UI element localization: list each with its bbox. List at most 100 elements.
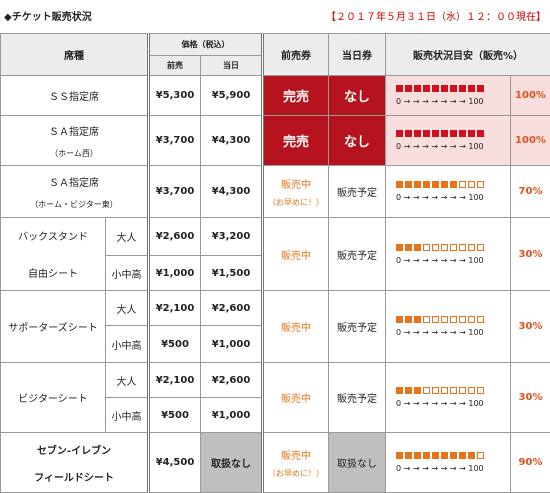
ticket-status-text: 販売中 [264,390,328,405]
progress-square [414,130,421,137]
status-cell: 0 → → → → → → → 100 [386,76,511,116]
ticket-status: 販売中（お早めに！） [263,166,329,218]
progress-square [450,244,457,251]
ticket-status: 販売中 [263,291,329,363]
seat-name: ＳＳ指定席 [1,76,149,116]
age-group: 大人 [106,291,149,326]
seat-name: ＳＡ指定席（ホーム・ビジター東） [1,166,149,218]
progress-square [432,130,439,137]
advance-price: ¥4,500 [149,433,201,493]
sold-percent: 100% [511,76,550,116]
advance-price: ¥3,700 [149,166,201,218]
progress-bar [386,316,510,323]
seat-name-text: ビジターシート [1,390,105,405]
ticket-status-text: 取扱なし [329,455,385,470]
progress-square [468,387,475,394]
progress-scale: 0 → → → → → → → 100 [386,399,510,408]
seat-note: （ホーム・ビジター東） [1,199,147,210]
seat-name: サポーターズシート [1,291,106,363]
progress-square [405,387,412,394]
same-day-price: ¥3,200 [201,218,263,256]
sold-percent: 30% [511,363,550,433]
progress-square [468,244,475,251]
advance-price: ¥500 [149,326,201,363]
progress-square [396,316,403,323]
progress-square [432,316,439,323]
same-day-price: ¥4,300 [201,116,263,166]
sold-percent: 90% [511,433,550,493]
progress-bar [386,244,510,251]
progress-square [450,130,457,137]
progress-square [477,316,484,323]
progress-square [459,130,466,137]
ticket-status-text: なし [329,131,385,150]
ticket-status-text: 完売 [264,131,328,150]
ticket-status-text: 販売予定 [329,184,385,199]
ticket-status: 販売予定 [329,218,386,291]
ticket-status: 販売予定 [329,166,386,218]
seat-name: セブン-イレブンフィールドシート [1,433,149,493]
ticket-status-text: 販売予定 [329,247,385,262]
progress-scale: 0 → → → → → → → 100 [386,464,510,473]
advance-price: ¥1,000 [149,256,201,291]
progress-square [414,85,421,92]
progress-square [441,387,448,394]
progress-square [396,452,403,459]
advance-price: ¥3,700 [149,116,201,166]
title: ◆チケット販売状況 [4,8,92,23]
ticket-table: 席種価格（税込）前売券当日券販売状況目安（販売%） 前売当日 ＳＳ指定席¥5,3… [0,33,550,493]
progress-scale: 0 → → → → → → → 100 [386,97,510,106]
ticket-status-text: 完売 [264,86,328,105]
seat-name-text: セブン-イレブン [1,442,147,457]
advance-price: ¥5,300 [149,76,201,116]
progress-square [477,85,484,92]
progress-square [423,244,430,251]
seat-name: ＳＡ指定席（ホーム西） [1,116,149,166]
progress-bar [386,85,510,92]
progress-square [459,452,466,459]
progress-square [459,387,466,394]
progress-square [477,130,484,137]
col-header: 前売券 [263,34,329,76]
ticket-status-text: なし [329,86,385,105]
progress-square [423,387,430,394]
progress-square [459,316,466,323]
progress-square [423,85,430,92]
progress-square [432,85,439,92]
progress-scale: 0 → → → → → → → 100 [386,193,510,202]
age-group: 大人 [106,363,149,398]
status-cell: 0 → → → → → → → 100 [386,433,511,493]
progress-square [468,316,475,323]
same-day-price: ¥2,600 [201,363,263,398]
progress-square [405,130,412,137]
status-cell: 0 → → → → → → → 100 [386,291,511,363]
status-cell: 0 → → → → → → → 100 [386,218,511,291]
sold-percent: 30% [511,218,550,291]
progress-bar [386,452,510,459]
ticket-status-text: 販売中 [264,176,328,191]
progress-square [396,244,403,251]
progress-square [432,387,439,394]
col-header: 前売 [149,56,201,76]
progress-square [405,181,412,188]
ticket-status: 販売予定 [329,291,386,363]
progress-square [441,316,448,323]
ticket-status: 取扱なし [329,433,386,493]
col-header: 席種 [1,34,149,76]
progress-bar [386,130,510,137]
progress-square [414,244,421,251]
progress-square [468,452,475,459]
progress-scale: 0 → → → → → → → 100 [386,328,510,337]
progress-square [441,181,448,188]
same-day-price: ¥5,900 [201,76,263,116]
progress-square [450,316,457,323]
ticket-status-text: 販売予定 [329,390,385,405]
progress-square [414,452,421,459]
sold-percent: 70% [511,166,550,218]
